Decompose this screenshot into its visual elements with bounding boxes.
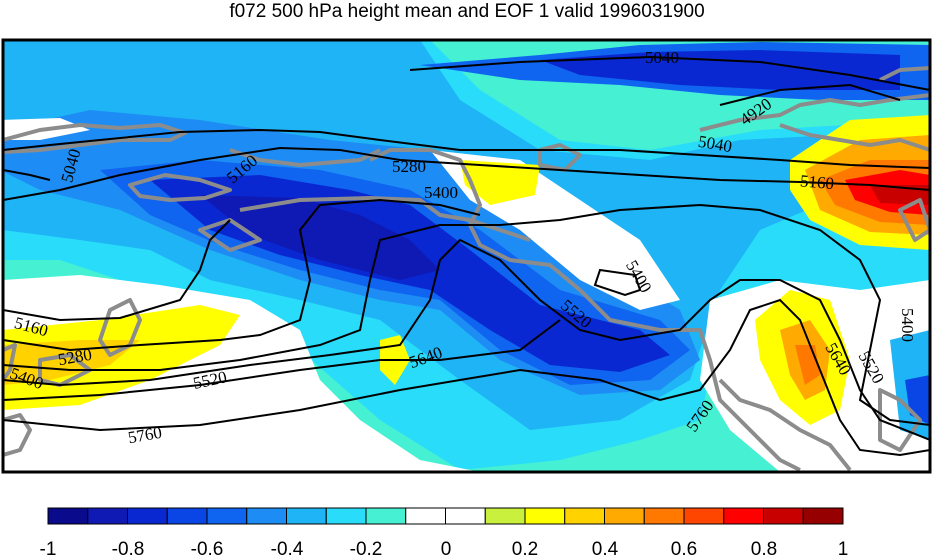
colorbar-box	[206, 507, 248, 525]
coast-line	[369, 148, 472, 181]
coast-line	[779, 123, 930, 152]
colorbar-boxes	[47, 507, 844, 525]
contour-line	[3, 319, 561, 401]
contour-label: 5400	[898, 308, 917, 342]
colorbar-box	[325, 507, 367, 525]
coast-line	[128, 173, 232, 202]
eof-shading	[3, 40, 930, 472]
contour-label: 5040	[645, 48, 679, 67]
colorbar-tick-labels: -1 -0.8 -0.6 -0.4 -0.2 0 0.2 0.4 0.6 0.8…	[40, 539, 849, 558]
shade-region	[460, 160, 540, 205]
coast-line	[578, 288, 801, 472]
contour-label: 5280	[392, 157, 426, 176]
colorbar-tick-label: -0.2	[350, 539, 383, 558]
colorbar-box	[484, 507, 526, 525]
colorbar: -1 -0.8 -0.6 -0.4 -0.2 0 0.2 0.4 0.6 0.8…	[40, 507, 849, 558]
colorbar-tick-label: -0.8	[112, 539, 145, 558]
colorbar-box	[723, 507, 764, 525]
colorbar-box	[286, 507, 327, 525]
colorbar-box	[127, 507, 168, 525]
coast-line	[198, 218, 262, 252]
coast-line	[879, 66, 930, 82]
colorbar-tick-label: 0	[441, 539, 452, 558]
contour-line	[3, 146, 930, 201]
colorbar-box	[405, 507, 446, 525]
colorbar-box	[47, 507, 89, 525]
shade-region	[870, 185, 930, 205]
contour-line	[3, 238, 930, 441]
coast-line	[538, 143, 582, 172]
coast-line	[229, 148, 381, 167]
colorbar-box	[802, 507, 844, 525]
coast-line	[468, 179, 582, 292]
contour-line	[3, 298, 930, 457]
contour-label: 5160	[799, 171, 835, 193]
shade-region	[200, 195, 440, 280]
colorbar-tick-label: 0.6	[671, 539, 697, 558]
contour-line	[409, 55, 930, 91]
plot-title: f072 500 hPa height mean and EOF 1 valid…	[229, 1, 705, 22]
colorbar-box	[604, 507, 645, 525]
coast-line	[3, 413, 32, 457]
contour-line	[719, 83, 901, 106]
contour-line	[3, 128, 930, 169]
coast-line	[38, 353, 92, 387]
colorbar-box	[524, 507, 566, 525]
contour-line	[3, 219, 231, 322]
colorbar-tick-label: 0.8	[751, 539, 777, 558]
shade-region	[540, 50, 900, 90]
coastlines	[3, 66, 930, 472]
coast-line	[718, 378, 852, 472]
contour-line	[3, 203, 930, 426]
colorbar-box	[683, 507, 725, 525]
colorbar-tick-label: 0.2	[512, 539, 538, 558]
coast-line	[699, 93, 930, 132]
colorbar-box	[365, 507, 407, 525]
map-panel: 5040 4920 5040 5040 5160 5160 5160 5280 …	[1, 38, 932, 474]
coast-line	[3, 343, 17, 382]
coast-line	[878, 388, 922, 452]
colorbar-tick-label: 0.4	[592, 539, 619, 558]
coast-line	[898, 198, 930, 242]
map-frame	[1, 38, 932, 474]
contour-label: 5400	[424, 183, 458, 202]
coast-line	[3, 123, 187, 154]
height-contours	[3, 55, 930, 457]
colorbar-box	[564, 507, 605, 525]
contour-line	[593, 268, 642, 297]
coast-line	[239, 196, 531, 242]
colorbar-tick-label: -1	[40, 539, 57, 558]
colorbar-box	[445, 507, 486, 525]
colorbar-tick-label: 1	[838, 539, 849, 558]
colorbar-box	[87, 507, 128, 525]
colorbar-tick-label: -0.6	[191, 539, 224, 558]
colorbar-box	[166, 507, 208, 525]
contour-line	[3, 169, 51, 181]
colorbar-box	[643, 507, 685, 525]
colorbar-tick-label: -0.4	[271, 539, 304, 558]
contour-line	[3, 198, 481, 352]
colorbar-box	[246, 507, 287, 525]
colorbar-box	[763, 507, 804, 525]
